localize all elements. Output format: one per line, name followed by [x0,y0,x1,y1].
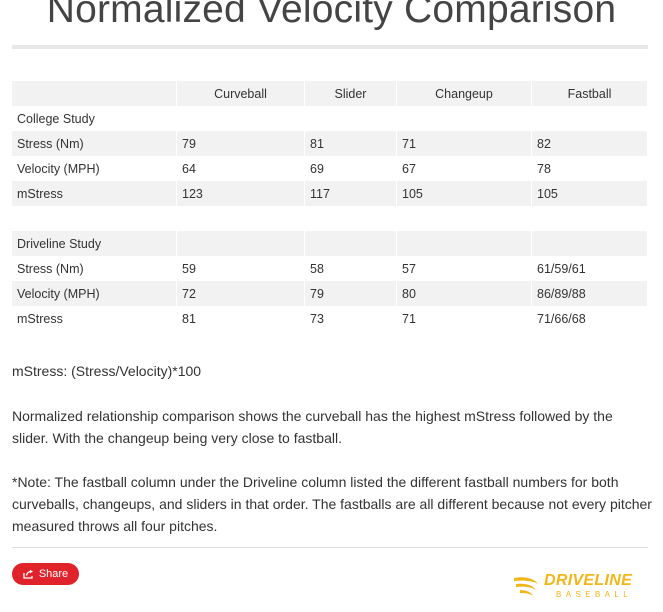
row-label: Velocity (MPH) [12,156,177,181]
table-cell: 78 [532,156,648,181]
table-cell: 67 [397,156,532,181]
driveline-logo-icon [514,577,538,596]
table-cell: 86/89/88 [532,281,648,306]
table-cell: 117 [305,181,397,206]
table-row: mStress 81 73 71 71/66/68 [12,306,648,331]
table-cell: 82 [532,131,648,156]
table-header-row: Curveball Slider Changeup Fastball [12,81,648,106]
table-row: Stress (Nm) 79 81 71 82 [12,131,648,156]
logo-wordmark: DRIVELINE [544,572,633,589]
table-cell: 105 [532,181,648,206]
summary-paragraph: Normalized relationship comparison shows… [12,408,613,446]
header-curveball: Curveball [177,81,305,106]
table-cell: 73 [305,306,397,331]
row-label: Stress (Nm) [12,256,177,281]
table-cell: 59 [177,256,305,281]
table-row: mStress 123 117 105 105 [12,181,648,206]
table-cell: 71 [397,306,532,331]
section-label: College Study [12,106,177,131]
table-cell: 69 [305,156,397,181]
row-label: Velocity (MPH) [12,281,177,306]
table-cell: 71/66/68 [532,306,648,331]
note-paragraph: *Note: The fastball column under the Dri… [12,474,652,534]
table-cell: 61/59/61 [532,256,648,281]
formula-text: mStress: (Stress/Velocity)*100 [12,363,202,379]
table-cell: 81 [177,306,305,331]
page-title: Normalized Velocity Comparison [46,0,617,31]
table-cell: 80 [397,281,532,306]
table-cell: 123 [177,181,305,206]
footer-divider [12,547,648,548]
table-cell: 105 [397,181,532,206]
table-cell: 71 [397,131,532,156]
title-divider [12,45,648,49]
header-slider: Slider [305,81,397,106]
share-button[interactable]: Share [12,563,79,585]
table-cell: 58 [305,256,397,281]
table-cell: 79 [177,131,305,156]
table-cell: 79 [305,281,397,306]
college-study-table: Curveball Slider Changeup Fastball Colle… [12,81,648,206]
table-row: Velocity (MPH) 72 79 80 86/89/88 [12,281,648,306]
logo-subtitle: BASEBALL [556,590,633,599]
header-changeup: Changeup [397,81,532,106]
row-label: Stress (Nm) [12,131,177,156]
table-cell: 72 [177,281,305,306]
share-label: Share [38,568,69,580]
table-row: Stress (Nm) 59 58 57 61/59/61 [12,256,648,281]
header-fastball: Fastball [532,81,648,106]
table-cell: 57 [397,256,532,281]
driveline-study-table: Driveline Study Stress (Nm) 59 58 57 61/… [12,231,648,331]
row-label: mStress [12,181,177,206]
share-icon [23,569,33,579]
row-label: mStress [12,306,177,331]
section-label: Driveline Study [12,231,177,256]
table-cell: 64 [177,156,305,181]
section-row-college: College Study [12,106,648,131]
header-cell [12,81,177,106]
table-cell: 81 [305,131,397,156]
table-row: Velocity (MPH) 64 69 67 78 [12,156,648,181]
driveline-logo: DRIVELINE BASEBALL [512,572,634,602]
section-row-driveline: Driveline Study [12,231,648,256]
